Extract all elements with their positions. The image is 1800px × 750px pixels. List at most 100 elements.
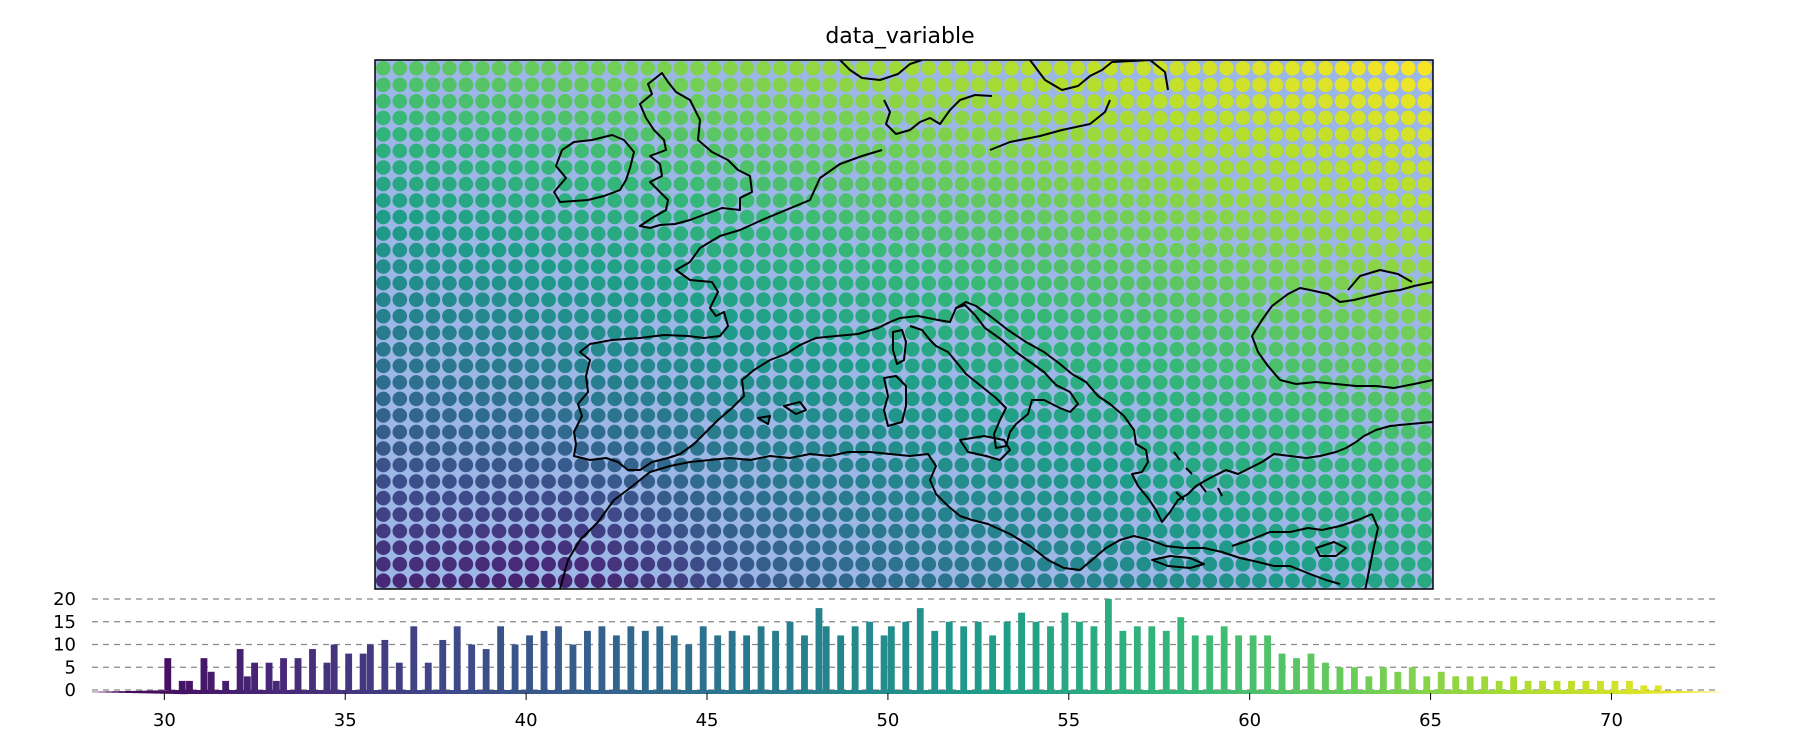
data-point bbox=[723, 209, 738, 225]
data-point bbox=[607, 342, 622, 357]
data-point bbox=[1268, 556, 1284, 572]
colorbar-segment bbox=[1380, 690, 1389, 694]
data-point bbox=[905, 325, 920, 341]
data-point bbox=[1103, 424, 1118, 440]
data-point bbox=[822, 474, 837, 489]
colorbar-segment bbox=[1028, 690, 1036, 694]
data-point bbox=[838, 573, 854, 588]
colorbar-segment bbox=[234, 690, 242, 694]
data-point bbox=[1037, 308, 1052, 324]
data-point bbox=[392, 375, 408, 390]
data-point bbox=[1169, 143, 1185, 159]
data-point bbox=[1235, 209, 1251, 225]
data-point bbox=[1070, 325, 1085, 341]
data-point bbox=[458, 110, 474, 126]
colorbar-segment bbox=[1496, 690, 1504, 694]
data-point bbox=[392, 342, 408, 357]
data-point bbox=[1119, 259, 1135, 274]
data-point bbox=[1119, 490, 1135, 506]
colorbar-segment bbox=[756, 690, 765, 694]
data-point bbox=[1400, 110, 1416, 126]
data-point bbox=[1268, 292, 1284, 308]
data-point bbox=[1152, 143, 1168, 159]
histogram-bar bbox=[728, 630, 736, 690]
data-point bbox=[938, 275, 953, 291]
data-point bbox=[1152, 242, 1168, 258]
colorbar-segment bbox=[763, 690, 771, 694]
data-point bbox=[1086, 193, 1102, 208]
data-point bbox=[1119, 474, 1135, 489]
data-point bbox=[905, 441, 920, 456]
data-point bbox=[1351, 193, 1366, 208]
data-point bbox=[640, 358, 656, 374]
colorbar-segment bbox=[485, 690, 493, 694]
data-point bbox=[921, 490, 937, 506]
data-point bbox=[1020, 408, 1036, 423]
data-point bbox=[805, 424, 821, 440]
data-point bbox=[425, 507, 441, 522]
data-point bbox=[1400, 193, 1416, 208]
data-point bbox=[1169, 457, 1185, 473]
data-point bbox=[1235, 143, 1251, 159]
data-point bbox=[1103, 209, 1118, 225]
data-point bbox=[805, 556, 821, 572]
data-point bbox=[673, 110, 689, 126]
data-point bbox=[1119, 143, 1135, 159]
histogram-bar bbox=[497, 626, 505, 690]
data-point bbox=[524, 573, 540, 588]
colorbar-segment bbox=[1591, 690, 1599, 694]
data-point bbox=[1219, 474, 1234, 489]
data-point bbox=[1136, 259, 1151, 274]
data-point bbox=[640, 540, 656, 555]
data-point bbox=[425, 358, 441, 374]
data-point bbox=[1301, 408, 1317, 423]
data-point bbox=[1202, 457, 1218, 473]
data-point bbox=[541, 259, 556, 274]
data-point bbox=[623, 193, 639, 208]
data-point bbox=[905, 259, 920, 274]
colorbar-segment bbox=[1563, 690, 1572, 694]
data-point bbox=[772, 523, 788, 539]
data-point bbox=[1004, 193, 1019, 208]
data-point bbox=[1202, 143, 1218, 159]
data-point bbox=[1086, 226, 1102, 241]
data-point bbox=[1053, 292, 1069, 308]
data-point bbox=[1152, 110, 1168, 126]
data-point bbox=[1268, 242, 1284, 258]
data-point bbox=[756, 127, 771, 142]
data-point bbox=[971, 176, 986, 192]
data-point bbox=[574, 259, 589, 274]
data-point bbox=[1252, 540, 1267, 555]
data-point bbox=[888, 193, 903, 208]
colorbar-segment bbox=[1123, 690, 1131, 694]
data-point bbox=[524, 209, 540, 225]
data-point bbox=[541, 176, 556, 192]
data-point bbox=[987, 540, 1003, 555]
data-point bbox=[1136, 143, 1151, 159]
data-point bbox=[491, 540, 507, 555]
colorbar-segment bbox=[1489, 690, 1497, 694]
colorbar-segment bbox=[397, 690, 405, 694]
data-point bbox=[1351, 342, 1366, 357]
data-point bbox=[1136, 573, 1151, 588]
data-point bbox=[938, 226, 953, 241]
data-point bbox=[1384, 160, 1399, 175]
data-point bbox=[425, 457, 441, 473]
data-point bbox=[1136, 391, 1151, 407]
data-point bbox=[458, 308, 474, 324]
colorbar-segment bbox=[112, 691, 120, 693]
histogram-bar bbox=[1235, 635, 1243, 690]
data-point bbox=[756, 391, 771, 407]
data-point bbox=[789, 259, 804, 274]
data-point bbox=[607, 209, 622, 225]
data-point bbox=[425, 127, 441, 142]
data-point bbox=[971, 275, 986, 291]
data-point bbox=[491, 94, 507, 109]
colorbar-segment bbox=[1170, 690, 1178, 694]
data-point bbox=[723, 474, 738, 489]
data-point bbox=[1367, 226, 1383, 241]
data-point bbox=[888, 507, 903, 522]
data-point bbox=[805, 209, 821, 225]
data-point bbox=[524, 490, 540, 506]
data-point bbox=[1020, 160, 1036, 175]
